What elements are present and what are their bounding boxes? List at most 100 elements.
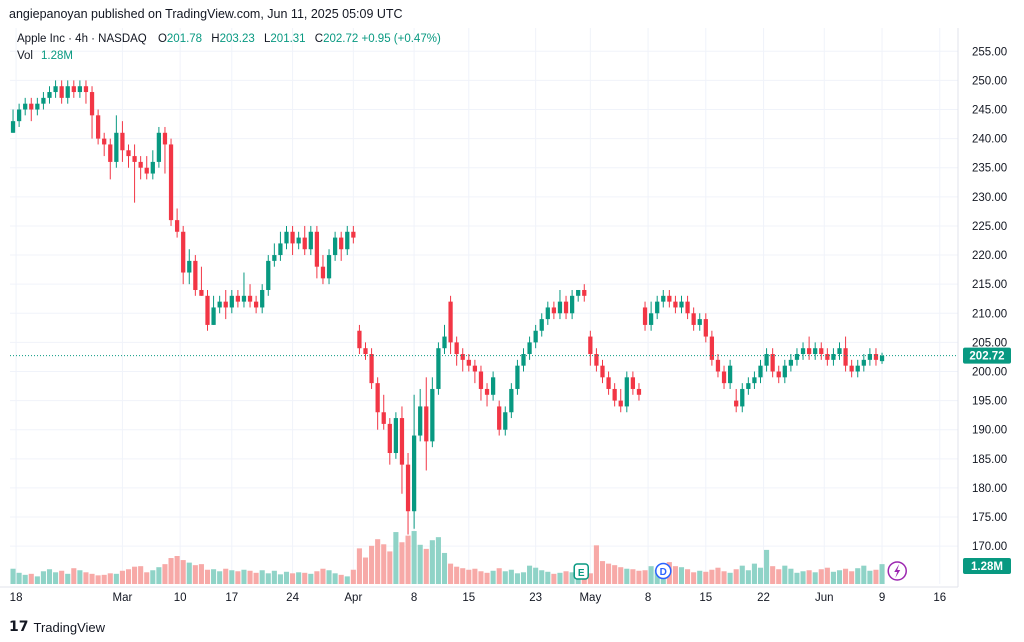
candle-body xyxy=(448,301,453,343)
volume-bar xyxy=(441,552,448,584)
volume-bar xyxy=(411,531,417,584)
volume-bar xyxy=(508,569,514,584)
candle-body xyxy=(563,301,569,314)
volume-bar xyxy=(454,566,460,584)
low-label: L xyxy=(264,33,271,45)
volume-bar xyxy=(551,573,557,584)
candle-body xyxy=(247,295,253,302)
candle-body xyxy=(685,301,690,314)
symbol-title[interactable]: Apple Inc · 4h · NASDAQ xyxy=(17,33,147,45)
volume-bar xyxy=(53,572,59,584)
volume-bar xyxy=(417,544,423,584)
volume-bar xyxy=(65,573,71,584)
candle-body xyxy=(284,231,289,244)
volume-bar xyxy=(89,573,95,584)
candle-body xyxy=(849,365,854,372)
close-value: 202.72 xyxy=(323,33,359,45)
x-tick-label: 18 xyxy=(10,592,23,604)
candle-body xyxy=(114,132,119,162)
volume-bar xyxy=(697,570,703,584)
candle-body xyxy=(582,289,587,296)
candle-body xyxy=(776,371,781,378)
tradingview-logo-icon: 𝟭7 xyxy=(9,619,29,635)
earnings-icon xyxy=(573,563,589,580)
candle-body xyxy=(47,92,52,98)
candle-body xyxy=(41,97,46,104)
x-tick-label: Mar xyxy=(113,592,133,604)
volume-bar xyxy=(332,573,338,584)
volume-bar xyxy=(211,569,217,584)
volume-bar xyxy=(186,562,192,584)
candle-body xyxy=(223,301,228,308)
volume-bar xyxy=(672,566,678,584)
volume-bar xyxy=(162,564,168,584)
candle-body xyxy=(357,330,362,349)
candle-body xyxy=(326,255,332,279)
candle-body xyxy=(752,377,757,384)
candle-body xyxy=(211,307,216,325)
y-tick-label: 180.00 xyxy=(972,483,1007,495)
candle-body xyxy=(156,132,162,162)
candle-body xyxy=(102,138,107,145)
y-tick-label: 200.00 xyxy=(972,366,1007,378)
candle-body xyxy=(521,354,526,366)
last-price-label: 202.72 xyxy=(969,351,1004,363)
lightning-bolt xyxy=(894,564,901,578)
candle-body xyxy=(229,295,234,308)
volume-bar xyxy=(101,574,107,584)
candle-body xyxy=(363,348,368,355)
candle-body xyxy=(430,388,435,442)
candle-body xyxy=(290,231,295,244)
volume-bar xyxy=(156,567,162,584)
volume-bar xyxy=(770,566,776,584)
candle-body xyxy=(606,377,611,389)
volume-bar xyxy=(302,572,308,584)
y-tick-label: 235.00 xyxy=(972,163,1007,175)
candle-body xyxy=(418,406,423,436)
candle-body xyxy=(618,400,623,407)
tradingview-footer[interactable]: 𝟭7 TradingView xyxy=(9,619,105,635)
y-tick-label: 240.00 xyxy=(972,134,1007,146)
volume-bar xyxy=(569,572,575,584)
volume-bar xyxy=(496,568,502,584)
volume-bar xyxy=(16,572,22,584)
volume-bar xyxy=(46,569,53,584)
volume-bar xyxy=(192,565,198,584)
volume-bar xyxy=(861,565,867,584)
candle-body xyxy=(168,144,174,221)
publish-caption: angiepanoyan published on TradingView.co… xyxy=(9,7,403,21)
open-value: 201.78 xyxy=(166,33,203,45)
candle-body xyxy=(35,103,40,110)
volume-bar xyxy=(618,567,624,584)
volume-bar xyxy=(502,571,508,584)
candle-body xyxy=(478,371,484,389)
x-tick-label: 15 xyxy=(699,592,712,604)
candle-body xyxy=(782,365,787,378)
y-tick-label: 255.00 xyxy=(972,46,1007,58)
volume-bar xyxy=(654,569,660,584)
candle-body xyxy=(16,109,22,122)
volume-bar xyxy=(10,568,16,584)
candle-body xyxy=(576,289,581,296)
candle-body xyxy=(825,354,830,360)
volume-bar xyxy=(636,570,642,584)
candle-body xyxy=(23,103,28,110)
volume-bar xyxy=(435,537,441,584)
volume-bar xyxy=(229,570,235,584)
candle-body xyxy=(144,167,149,174)
volume-bar xyxy=(22,574,28,584)
volume-bar xyxy=(593,545,599,584)
candle-body xyxy=(800,348,806,355)
candle-body xyxy=(770,354,775,372)
candle-body xyxy=(83,86,89,93)
volume-bar xyxy=(320,568,326,584)
candle-body xyxy=(174,220,180,232)
candle-body xyxy=(697,319,702,325)
volume-bar xyxy=(490,570,496,584)
y-tick-label: 220.00 xyxy=(972,250,1007,262)
volume-bar xyxy=(247,570,253,584)
volume-bar xyxy=(788,568,794,584)
volume-bar xyxy=(77,570,83,584)
y-tick-label: 245.00 xyxy=(972,105,1007,117)
